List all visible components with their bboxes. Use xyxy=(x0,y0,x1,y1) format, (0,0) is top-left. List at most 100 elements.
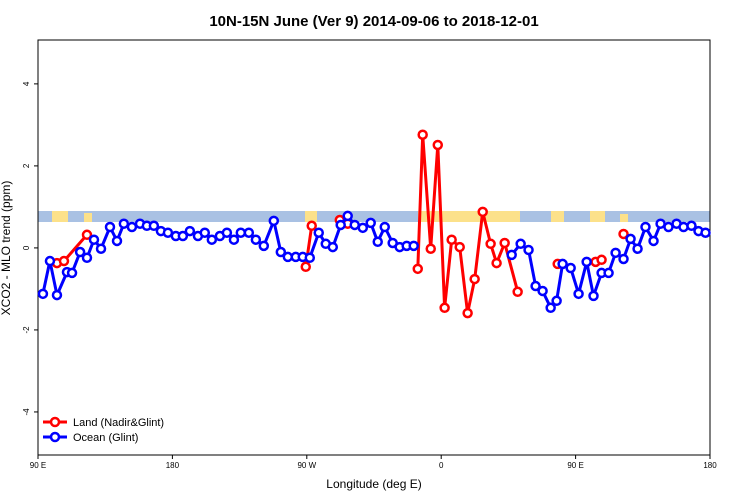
legend-label: Ocean (Glint) xyxy=(73,432,138,444)
land-patch xyxy=(418,211,520,222)
data-point xyxy=(148,220,160,232)
data-point xyxy=(491,257,502,269)
data-point xyxy=(357,222,369,234)
data-point xyxy=(275,246,287,258)
data-point xyxy=(268,215,280,227)
data-point xyxy=(51,289,63,301)
data-point xyxy=(118,218,130,229)
y-axis-label: XCO2 - MLO trend (ppm) xyxy=(0,181,13,316)
data-point xyxy=(523,244,534,256)
x-tick-label: 90 E xyxy=(30,461,46,470)
data-point xyxy=(88,234,100,245)
data-point xyxy=(700,227,711,238)
data-point xyxy=(206,234,218,245)
data-point xyxy=(469,273,480,285)
data-point xyxy=(462,307,473,319)
data-point xyxy=(95,243,107,254)
land-patch xyxy=(84,213,92,222)
data-point xyxy=(618,228,629,240)
data-point xyxy=(446,234,457,245)
data-point xyxy=(686,220,697,232)
data-point xyxy=(565,262,576,274)
data-point xyxy=(184,225,196,237)
plot-marks xyxy=(37,129,711,319)
y-tick-label: 0 xyxy=(22,245,31,250)
data-point xyxy=(515,238,526,250)
data-point xyxy=(250,234,262,245)
x-tick-label: 180 xyxy=(703,461,717,470)
x-tick-label: 90 E xyxy=(567,461,583,470)
data-point xyxy=(512,286,523,298)
land-patch xyxy=(305,211,317,222)
data-point xyxy=(258,240,270,252)
data-point xyxy=(177,230,189,242)
data-point xyxy=(335,219,346,231)
data-point xyxy=(551,295,562,307)
data-point xyxy=(235,227,247,238)
data-point xyxy=(412,263,424,275)
data-point xyxy=(530,280,541,292)
data-point xyxy=(304,252,316,264)
legend-marker xyxy=(49,416,61,428)
x-tick-label: 180 xyxy=(166,461,180,470)
data-point xyxy=(603,267,614,279)
data-point xyxy=(66,267,78,279)
data-point xyxy=(74,246,86,258)
data-point xyxy=(454,241,465,253)
data-point xyxy=(557,258,568,270)
data-point xyxy=(506,249,517,261)
data-point xyxy=(610,247,621,259)
data-point xyxy=(678,221,689,233)
data-point xyxy=(425,243,436,254)
chart-title: 10N-15N June (Ver 9) 2014-09-06 to 2018-… xyxy=(209,13,538,30)
data-point xyxy=(313,227,324,238)
data-point xyxy=(44,255,56,267)
data-point xyxy=(228,234,240,245)
x-tick-label: 90 W xyxy=(297,461,316,470)
land-patch xyxy=(52,211,68,222)
data-point xyxy=(439,302,450,314)
data-point xyxy=(640,221,651,233)
data-point xyxy=(37,288,49,300)
data-point xyxy=(111,235,123,247)
data-point xyxy=(648,235,659,247)
data-point xyxy=(379,221,391,233)
data-point xyxy=(632,243,643,254)
data-point xyxy=(300,261,312,273)
data-point xyxy=(372,236,383,248)
data-point xyxy=(588,290,599,302)
data-point xyxy=(625,233,636,245)
data-point xyxy=(342,210,353,222)
data-point xyxy=(306,220,317,232)
data-point xyxy=(417,129,428,140)
land-patch xyxy=(551,211,564,222)
data-point xyxy=(81,229,93,241)
y-tick-label: -2 xyxy=(22,326,31,334)
data-point xyxy=(81,252,93,264)
land-patch xyxy=(590,211,605,222)
data-point xyxy=(573,288,584,300)
data-point xyxy=(432,139,444,151)
x-tick-label: 0 xyxy=(439,461,444,470)
data-point xyxy=(58,255,70,267)
data-point xyxy=(104,221,116,233)
data-point xyxy=(477,206,488,218)
land-patch xyxy=(620,214,628,222)
data-point xyxy=(596,254,607,266)
legend-label: Land (Nadir&Glint) xyxy=(73,417,164,429)
data-point xyxy=(408,240,419,252)
data-point xyxy=(618,253,629,265)
data-point xyxy=(221,227,233,238)
data-point xyxy=(365,217,376,229)
data-point xyxy=(349,219,360,231)
x-axis-label: Longitude (deg E) xyxy=(326,477,421,491)
data-point xyxy=(243,227,255,238)
data-point xyxy=(581,256,592,268)
data-point xyxy=(499,237,510,249)
data-point xyxy=(663,221,674,233)
y-tick-label: 2 xyxy=(22,163,31,168)
legend-marker xyxy=(49,431,61,443)
data-point xyxy=(199,227,211,238)
